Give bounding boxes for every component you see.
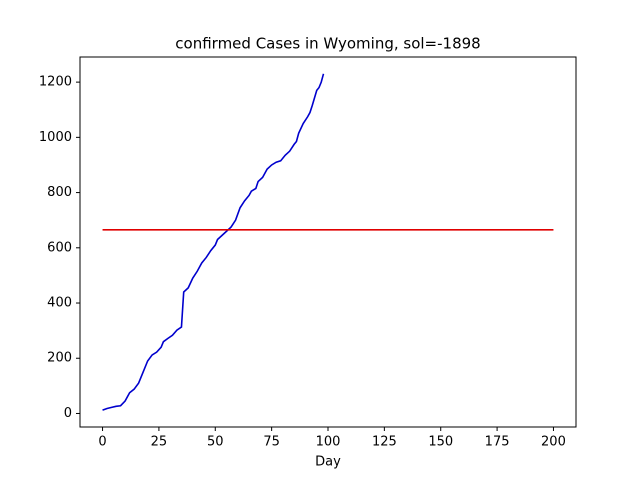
y-tick-label: 1200 [39, 75, 72, 90]
x-tick-label: 75 [263, 435, 280, 450]
x-tick-label: 150 [428, 435, 453, 450]
x-axis-label: Day [315, 455, 341, 470]
chart-title: confirmed Cases in Wyoming, sol=-1898 [175, 35, 480, 53]
x-tick-label: 200 [541, 435, 566, 450]
y-tick-label: 200 [47, 351, 72, 366]
x-tick-label: 100 [316, 435, 341, 450]
x-tick-label: 125 [372, 435, 397, 450]
y-tick-label: 400 [47, 296, 72, 311]
y-tick-label: 1000 [39, 130, 72, 145]
x-tick-label: 175 [485, 435, 510, 450]
y-tick-label: 0 [64, 406, 72, 421]
y-tick-label: 600 [47, 240, 72, 255]
line-series [102, 73, 325, 411]
x-tick-label: 50 [207, 435, 224, 450]
plot-frame [79, 56, 577, 428]
x-tick-label: 25 [151, 435, 168, 450]
x-tick-label: 0 [98, 435, 106, 450]
y-tick-label: 800 [47, 185, 72, 200]
